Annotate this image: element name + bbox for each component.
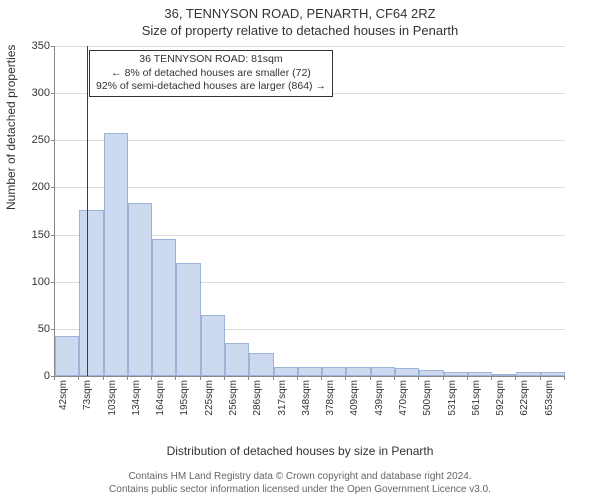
histogram-bar xyxy=(468,372,492,376)
xtick-label: 531sqm xyxy=(447,380,458,416)
ytick-label: 100 xyxy=(20,276,50,288)
xtick-label: 286sqm xyxy=(252,380,263,416)
xtick-mark xyxy=(370,376,371,380)
grid-line xyxy=(55,46,565,47)
ytick-label: 200 xyxy=(20,181,50,193)
grid-line xyxy=(55,140,565,141)
xtick-mark xyxy=(127,376,128,380)
xtick-mark xyxy=(103,376,104,380)
xtick-label: 42sqm xyxy=(58,380,69,410)
ytick-mark xyxy=(51,235,55,236)
histogram-bar xyxy=(492,374,516,376)
xtick-label: 622sqm xyxy=(519,380,530,416)
ytick-label: 50 xyxy=(20,323,50,335)
annotation-box: 36 TENNYSON ROAD: 81sqm← 8% of detached … xyxy=(89,50,333,97)
footer-attribution: Contains HM Land Registry data © Crown c… xyxy=(0,470,600,496)
xtick-label: 378sqm xyxy=(325,380,336,416)
xtick-label: 134sqm xyxy=(131,380,142,416)
xtick-mark xyxy=(248,376,249,380)
xtick-mark xyxy=(345,376,346,380)
histogram-bar xyxy=(152,239,176,376)
histogram-bar xyxy=(298,367,322,376)
annotation-line: 36 TENNYSON ROAD: 81sqm xyxy=(96,53,326,67)
xtick-mark xyxy=(418,376,419,380)
xtick-label: 195sqm xyxy=(179,380,190,416)
title-address: 36, TENNYSON ROAD, PENARTH, CF64 2RZ xyxy=(0,0,600,21)
xtick-mark xyxy=(443,376,444,380)
footer-line2: Contains public sector information licen… xyxy=(0,483,600,496)
ytick-mark xyxy=(51,187,55,188)
xtick-mark xyxy=(564,376,565,380)
ytick-label: 150 xyxy=(20,229,50,241)
ytick-mark xyxy=(51,93,55,94)
ytick-mark xyxy=(51,329,55,330)
xtick-mark xyxy=(491,376,492,380)
title-subtitle: Size of property relative to detached ho… xyxy=(0,21,600,38)
x-axis-label: Distribution of detached houses by size … xyxy=(0,444,600,458)
xtick-label: 73sqm xyxy=(82,380,93,410)
xtick-label: 348sqm xyxy=(301,380,312,416)
ytick-label: 250 xyxy=(20,134,50,146)
xtick-mark xyxy=(78,376,79,380)
chart-container: 36, TENNYSON ROAD, PENARTH, CF64 2RZ Siz… xyxy=(0,0,600,500)
histogram-bar xyxy=(322,367,346,376)
reference-marker-line xyxy=(87,46,88,376)
xtick-label: 439sqm xyxy=(374,380,385,416)
xtick-label: 500sqm xyxy=(422,380,433,416)
footer-line1: Contains HM Land Registry data © Crown c… xyxy=(0,470,600,483)
histogram-bar xyxy=(541,372,565,376)
annotation-line: 92% of semi-detached houses are larger (… xyxy=(96,80,326,94)
xtick-mark xyxy=(200,376,201,380)
histogram-bar xyxy=(55,336,79,376)
histogram-bar xyxy=(419,370,443,376)
xtick-mark xyxy=(515,376,516,380)
xtick-label: 256sqm xyxy=(228,380,239,416)
ytick-mark xyxy=(51,282,55,283)
chart-area: 36 TENNYSON ROAD: 81sqm← 8% of detached … xyxy=(54,46,564,406)
xtick-mark xyxy=(394,376,395,380)
plot-region: 36 TENNYSON ROAD: 81sqm← 8% of detached … xyxy=(54,46,565,377)
histogram-bar xyxy=(104,133,128,376)
xtick-mark xyxy=(54,376,55,380)
ytick-mark xyxy=(51,46,55,47)
grid-line xyxy=(55,187,565,188)
xtick-mark xyxy=(321,376,322,380)
xtick-label: 592sqm xyxy=(495,380,506,416)
ytick-label: 350 xyxy=(20,40,50,52)
ytick-label: 300 xyxy=(20,87,50,99)
xtick-label: 103sqm xyxy=(107,380,118,416)
histogram-bar xyxy=(249,353,273,376)
xtick-label: 561sqm xyxy=(471,380,482,416)
xtick-label: 653sqm xyxy=(544,380,555,416)
xtick-mark xyxy=(297,376,298,380)
xtick-label: 317sqm xyxy=(277,380,288,416)
histogram-bar xyxy=(176,263,200,376)
histogram-bar xyxy=(346,367,370,376)
xtick-label: 409sqm xyxy=(349,380,360,416)
histogram-bar xyxy=(516,372,540,376)
xtick-mark xyxy=(467,376,468,380)
xtick-mark xyxy=(540,376,541,380)
xtick-label: 164sqm xyxy=(155,380,166,416)
histogram-bar xyxy=(79,210,103,376)
ytick-mark xyxy=(51,140,55,141)
xtick-mark xyxy=(175,376,176,380)
xtick-mark xyxy=(273,376,274,380)
histogram-bar xyxy=(371,367,395,376)
histogram-bar xyxy=(201,315,225,376)
histogram-bar xyxy=(128,203,152,376)
annotation-line: ← 8% of detached houses are smaller (72) xyxy=(96,67,326,81)
xtick-label: 470sqm xyxy=(398,380,409,416)
histogram-bar xyxy=(225,343,249,376)
histogram-bar xyxy=(444,372,468,376)
xtick-mark xyxy=(151,376,152,380)
y-axis-label: Number of detached properties xyxy=(4,45,18,210)
ytick-label: 0 xyxy=(20,370,50,382)
xtick-label: 225sqm xyxy=(204,380,215,416)
histogram-bar xyxy=(274,367,298,376)
histogram-bar xyxy=(395,368,419,376)
xtick-mark xyxy=(224,376,225,380)
